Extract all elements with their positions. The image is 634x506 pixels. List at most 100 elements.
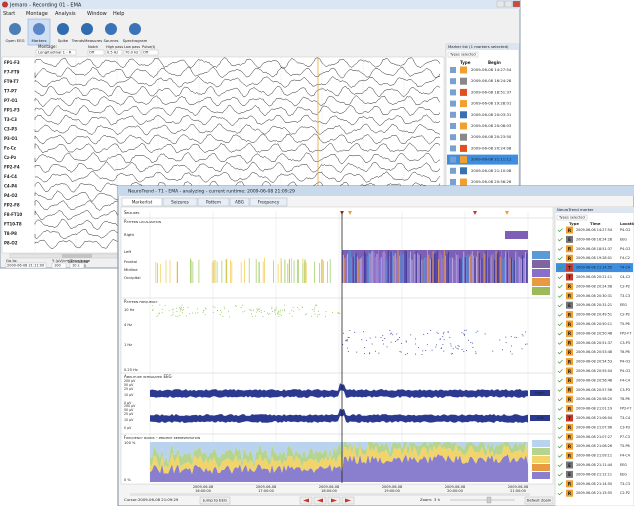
type-icon — [460, 66, 467, 74]
freq-dot — [345, 339, 347, 341]
button-label[interactable]: Default Zoom — [527, 499, 552, 503]
row-icon — [450, 134, 456, 141]
marker-time[interactable]: 2009-06-08 21:09:11 — [576, 454, 612, 458]
tab-label[interactable]: Frequency — [258, 199, 280, 204]
check — [557, 388, 563, 392]
button-label[interactable]: Jump to EEG — [202, 498, 227, 503]
menu-item[interactable]: Analysis — [55, 11, 76, 17]
marker-time[interactable]: 2009-06-08 16:24:28 — [576, 237, 612, 241]
freq-dot — [180, 307, 182, 309]
marker-time[interactable]: 2009-06-08 20:49:51 — [576, 313, 612, 317]
freq-dot — [249, 308, 251, 310]
type-icon — [566, 433, 573, 441]
freq-dot — [313, 307, 315, 309]
channel-label: C3-P3 — [4, 127, 17, 132]
type-letter: R — [568, 294, 572, 300]
label: Zoom: — [420, 497, 432, 502]
freq-dot — [289, 312, 291, 314]
marker-row[interactable]: 2009-06-08 20:56:26 — [471, 179, 512, 184]
dropdown[interactable] — [141, 49, 159, 56]
marker-time[interactable]: 2009-06-08 20:58:20 — [576, 397, 612, 401]
marker-time[interactable]: 2009-06-08 20:51:37 — [576, 341, 612, 345]
marker-time[interactable]: 2009-06-08 21:11:44 — [576, 463, 612, 467]
marker-row[interactable]: 2009-06-08 20:24:08 — [471, 145, 512, 150]
tab[interactable] — [121, 197, 163, 207]
channel-label: F7-FT9 — [4, 70, 20, 75]
window-button[interactable] — [512, 0, 521, 8]
marker-time[interactable]: 2009-06-08 20:56:48 — [576, 378, 612, 382]
marker-time[interactable]: 2009-06-08 21:12:11 — [576, 472, 612, 476]
tab-label[interactable]: Pattern — [206, 199, 221, 204]
marker-time[interactable]: 2009-06-08 20:54:53 — [576, 360, 612, 364]
marker-row[interactable]: 2009-06-08 14:27:54 — [471, 67, 512, 72]
dropdown[interactable] — [87, 49, 105, 56]
dropdown[interactable] — [123, 49, 141, 56]
marker-row[interactable]: 2009-06-08 16:24:28 — [471, 78, 512, 83]
marker-time[interactable]: 2009-06-08 21:15:55 — [576, 491, 612, 495]
eeg-trace — [34, 123, 441, 136]
marker-row[interactable]: 2009-06-08 20:03:31 — [471, 112, 512, 117]
input[interactable] — [69, 262, 85, 269]
tab[interactable] — [249, 197, 288, 207]
dropdown[interactable] — [556, 214, 588, 221]
freq-dot — [314, 313, 316, 315]
marker-time[interactable]: 2009-06-08 21:14:50 — [576, 266, 612, 270]
axis-label: 0 µV — [124, 401, 132, 405]
dropdown[interactable] — [35, 49, 77, 56]
marker-row[interactable]: 2009-06-08 21:11:11 — [471, 157, 512, 162]
button[interactable] — [199, 496, 231, 505]
freq-dot — [427, 333, 429, 335]
window-button[interactable] — [496, 0, 505, 8]
dropdown[interactable] — [447, 51, 479, 58]
marker-time[interactable]: 2009-06-08 21:08:26 — [576, 444, 612, 448]
tab-label[interactable]: Markerlist — [132, 199, 153, 204]
scrollbar[interactable] — [130, 493, 530, 496]
check — [557, 453, 563, 458]
freq-dot — [396, 333, 398, 335]
dropdown[interactable] — [105, 49, 123, 56]
marker-time[interactable]: 2009-06-08 20:50:11 — [576, 322, 612, 326]
input[interactable] — [5, 262, 47, 269]
marker-time[interactable]: 2009-06-08 20:31:21 — [576, 303, 612, 307]
marker-time[interactable]: 2009-06-08 21:14:50 — [576, 482, 612, 486]
marker-time[interactable]: 2009-06-08 19:28:01 — [576, 256, 612, 260]
marker-row[interactable]: 2009-06-08 20:08:03 — [471, 123, 512, 128]
slider-thumb[interactable] — [486, 496, 492, 504]
dropdown-value: 70.0 Hz — [125, 51, 139, 55]
marker-time[interactable]: 2009-06-08 14:27:54 — [576, 228, 612, 232]
marker-time[interactable]: 2009-06-08 20:55:04 — [576, 369, 612, 373]
marker-time[interactable]: 2009-06-08 21:06:04 — [576, 416, 612, 420]
freq-dot — [456, 347, 458, 349]
menu-item[interactable]: Window — [87, 11, 107, 17]
marker-time[interactable]: 2009-06-08 21:01:19 — [576, 407, 612, 411]
freq-dot — [179, 308, 181, 310]
scroll-thumb[interactable] — [62, 254, 92, 258]
menu-item[interactable]: Help — [113, 11, 124, 17]
marker-row[interactable]: 2009-06-08 21:10:08 — [471, 168, 512, 173]
tab[interactable] — [229, 197, 250, 207]
tab[interactable] — [197, 197, 230, 207]
tab-label[interactable]: Seizures — [171, 199, 189, 204]
marker-time[interactable]: 2009-06-08 20:50:48 — [576, 331, 612, 335]
marker-row[interactable]: 2009-06-08 20:23:50 — [471, 134, 512, 139]
marker-time[interactable]: 2009-06-08 20:21:11 — [576, 275, 612, 279]
marker-row[interactable]: 2009-06-08 19:28:01 — [471, 101, 512, 106]
button[interactable] — [524, 496, 554, 505]
marker-row[interactable]: 2009-06-08 18:51:37 — [471, 89, 512, 94]
marker-time[interactable]: 2009-06-08 20:30:31 — [576, 294, 612, 298]
tab-label[interactable]: ABG — [235, 199, 244, 204]
window-button[interactable] — [504, 0, 513, 8]
label: Cursor: — [124, 497, 138, 502]
menu-item[interactable]: Montage — [26, 11, 48, 17]
section-title: Frequency bands - percent representation — [124, 435, 200, 440]
marker-time[interactable]: 2009-06-08 20:24:08 — [576, 284, 612, 288]
marker-time[interactable]: 2009-06-08 21:07:27 — [576, 435, 612, 439]
marker-time[interactable]: 2009-06-08 18:51:37 — [576, 247, 612, 251]
freq-dot — [464, 329, 466, 331]
marker-time[interactable]: 2009-06-08 20:57:56 — [576, 388, 612, 392]
tab[interactable] — [162, 197, 198, 207]
menu-item[interactable]: Start — [3, 11, 15, 17]
input[interactable] — [51, 262, 67, 269]
marker-time[interactable]: 2009-06-08 20:53:48 — [576, 350, 612, 354]
marker-time[interactable]: 2009-06-08 21:07:06 — [576, 425, 612, 429]
